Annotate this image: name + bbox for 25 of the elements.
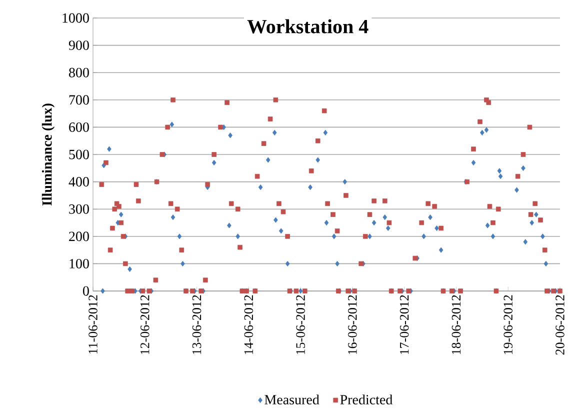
y-tick-label: 600 (69, 122, 89, 132)
chart-title: Workstation 4 (247, 19, 368, 34)
x-tick-label: 14-06-2012 (244, 295, 254, 354)
y-tick-label: 0 (83, 286, 89, 296)
x-tick-label: 11-06-2012 (88, 295, 98, 354)
y-axis-title: Illuminance (lux) (42, 104, 55, 206)
y-tick-label: 700 (69, 95, 89, 105)
legend-label: Measured (264, 394, 320, 404)
y-tick-label: 200 (69, 232, 89, 242)
legend-label: Predicted (340, 394, 393, 404)
x-tick-label: 15-06-2012 (296, 295, 305, 354)
x-tick-label: 18-06-2012 (452, 295, 461, 354)
y-tick-label: 900 (68, 40, 89, 50)
y-tick-label: 300 (69, 204, 89, 214)
x-tick-label: 13-06-2012 (192, 295, 202, 354)
x-tick-label: 16-06-2012 (348, 295, 357, 354)
x-tick-label: 20-06-2012 (556, 295, 564, 355)
y-tick-label: 100 (70, 258, 89, 268)
y-tick-label: 800 (69, 68, 89, 78)
y-tick-label: 500 (69, 150, 89, 160)
y-tick-label: 1000 (62, 13, 89, 23)
y-tick-label: 400 (68, 177, 89, 187)
x-tick-label: 19-06-2012 (504, 295, 512, 354)
x-tick-label: 12-06-2012 (140, 295, 150, 354)
x-tick-label: 17-06-2012 (400, 295, 409, 354)
